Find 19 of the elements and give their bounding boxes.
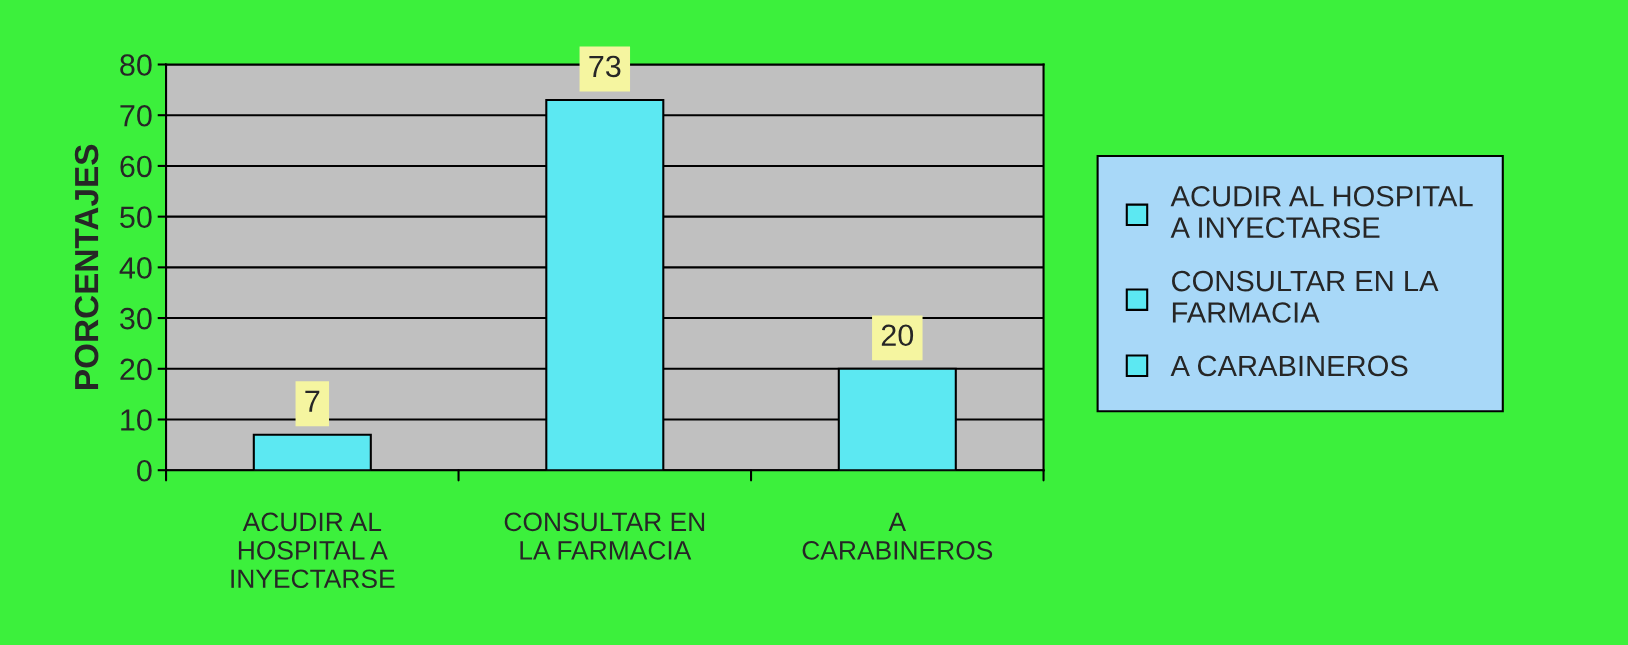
y-tick-label: 30 — [120, 307, 152, 330]
legend-label: A CARABINEROS — [1170, 355, 1408, 377]
legend-label: ACUDIR AL HOSPITAL A INYECTARSE — [1170, 185, 1473, 238]
y-tick-label: 70 — [120, 104, 152, 127]
y-tick-label: 10 — [121, 409, 152, 431]
y-tick-label: 60 — [120, 155, 152, 178]
y-axis-title: PORCENTAJES — [74, 144, 99, 389]
x-tick-label: A CARABINEROS — [802, 512, 993, 560]
y-tick-label: 0 — [137, 459, 152, 482]
data-label: 20 — [881, 324, 914, 347]
legend-label: CONSULTAR EN LA FARMACIA — [1172, 270, 1439, 323]
y-tick-label: 50 — [120, 206, 152, 229]
y-tick-label: 80 — [120, 54, 152, 76]
data-label: 73 — [589, 55, 621, 78]
data-label: 7 — [305, 390, 320, 412]
y-tick-label: 40 — [119, 257, 152, 279]
y-tick-label: 20 — [120, 358, 152, 381]
x-tick-label: CONSULTAR EN LA FARMACIA — [504, 512, 705, 560]
x-tick-label: ACUDIR AL HOSPITAL A INYECTARSE — [231, 512, 395, 589]
